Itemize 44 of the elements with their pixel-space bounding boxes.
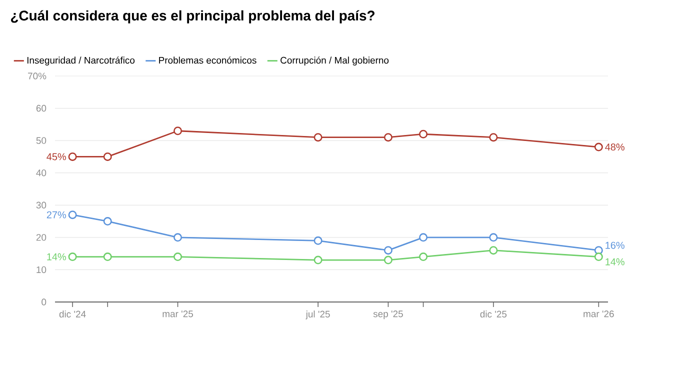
y-tick-label: 40 <box>36 170 46 176</box>
y-tick-label: 20 <box>36 234 46 241</box>
data-label: 48% <box>605 144 624 151</box>
x-tick-label: jul '25 <box>306 310 330 320</box>
point <box>68 152 77 161</box>
point <box>489 133 498 142</box>
y-tick-label: 10 <box>36 266 46 274</box>
point <box>314 256 322 264</box>
y-tick-label: 0 <box>42 298 46 306</box>
legend-label: Corrupción / Mal gobierno <box>280 56 389 66</box>
data-label: 27% <box>46 211 66 218</box>
point <box>103 217 112 226</box>
y-tick-label: 70% <box>28 72 46 80</box>
legend-label: Inseguridad / Narcotráfico <box>27 56 135 66</box>
x-tick-label: mar '26 <box>584 310 614 318</box>
point <box>594 252 603 262</box>
point <box>68 210 77 220</box>
y-tick-label: 60 <box>36 104 46 112</box>
y-tick-label: 30 <box>36 202 46 208</box>
point <box>419 233 428 242</box>
point <box>489 233 498 242</box>
data-label: 14% <box>47 253 66 260</box>
legend-label: Problemas económicos <box>159 56 256 64</box>
x-tick-label: mar '25 <box>162 310 193 318</box>
point <box>419 130 428 138</box>
x-tick-label: sep '25 <box>373 310 403 320</box>
data-label: 14% <box>606 258 624 266</box>
point <box>384 256 392 264</box>
point <box>384 133 392 142</box>
data-label: 16% <box>606 242 624 249</box>
point <box>103 152 112 161</box>
point <box>489 246 498 255</box>
point <box>594 142 603 152</box>
point <box>314 236 322 245</box>
x-tick-label: dic '25 <box>480 310 507 318</box>
point <box>419 252 428 262</box>
point <box>314 133 322 142</box>
point <box>103 252 112 262</box>
chart-title: ¿Cuál considera que es el principal problema del país? <box>10 10 374 24</box>
y-tick-label: 50 <box>36 137 46 144</box>
data-label: 45% <box>46 153 66 160</box>
x-tick-label: dic '24 <box>59 310 86 318</box>
point <box>384 246 392 255</box>
point <box>68 252 77 262</box>
